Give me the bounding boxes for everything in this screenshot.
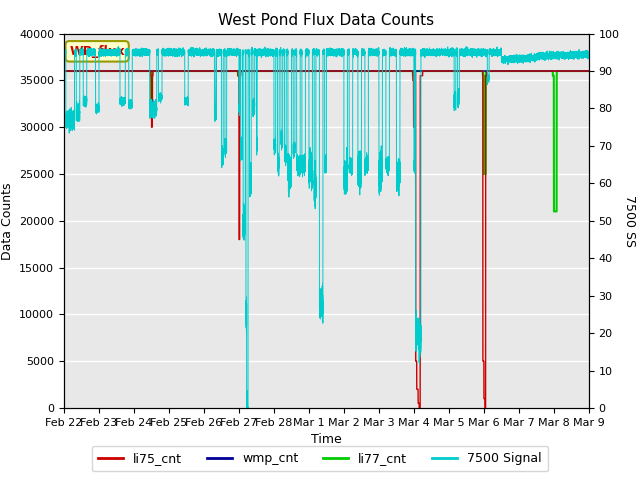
- Legend: li75_cnt, wmp_cnt, li77_cnt, 7500 Signal: li75_cnt, wmp_cnt, li77_cnt, 7500 Signal: [92, 446, 548, 471]
- Title: West Pond Flux Data Counts: West Pond Flux Data Counts: [218, 13, 435, 28]
- Text: WP_flux: WP_flux: [69, 45, 125, 58]
- Y-axis label: 7500 SS: 7500 SS: [623, 195, 636, 247]
- X-axis label: Time: Time: [311, 433, 342, 446]
- Y-axis label: Data Counts: Data Counts: [1, 182, 13, 260]
